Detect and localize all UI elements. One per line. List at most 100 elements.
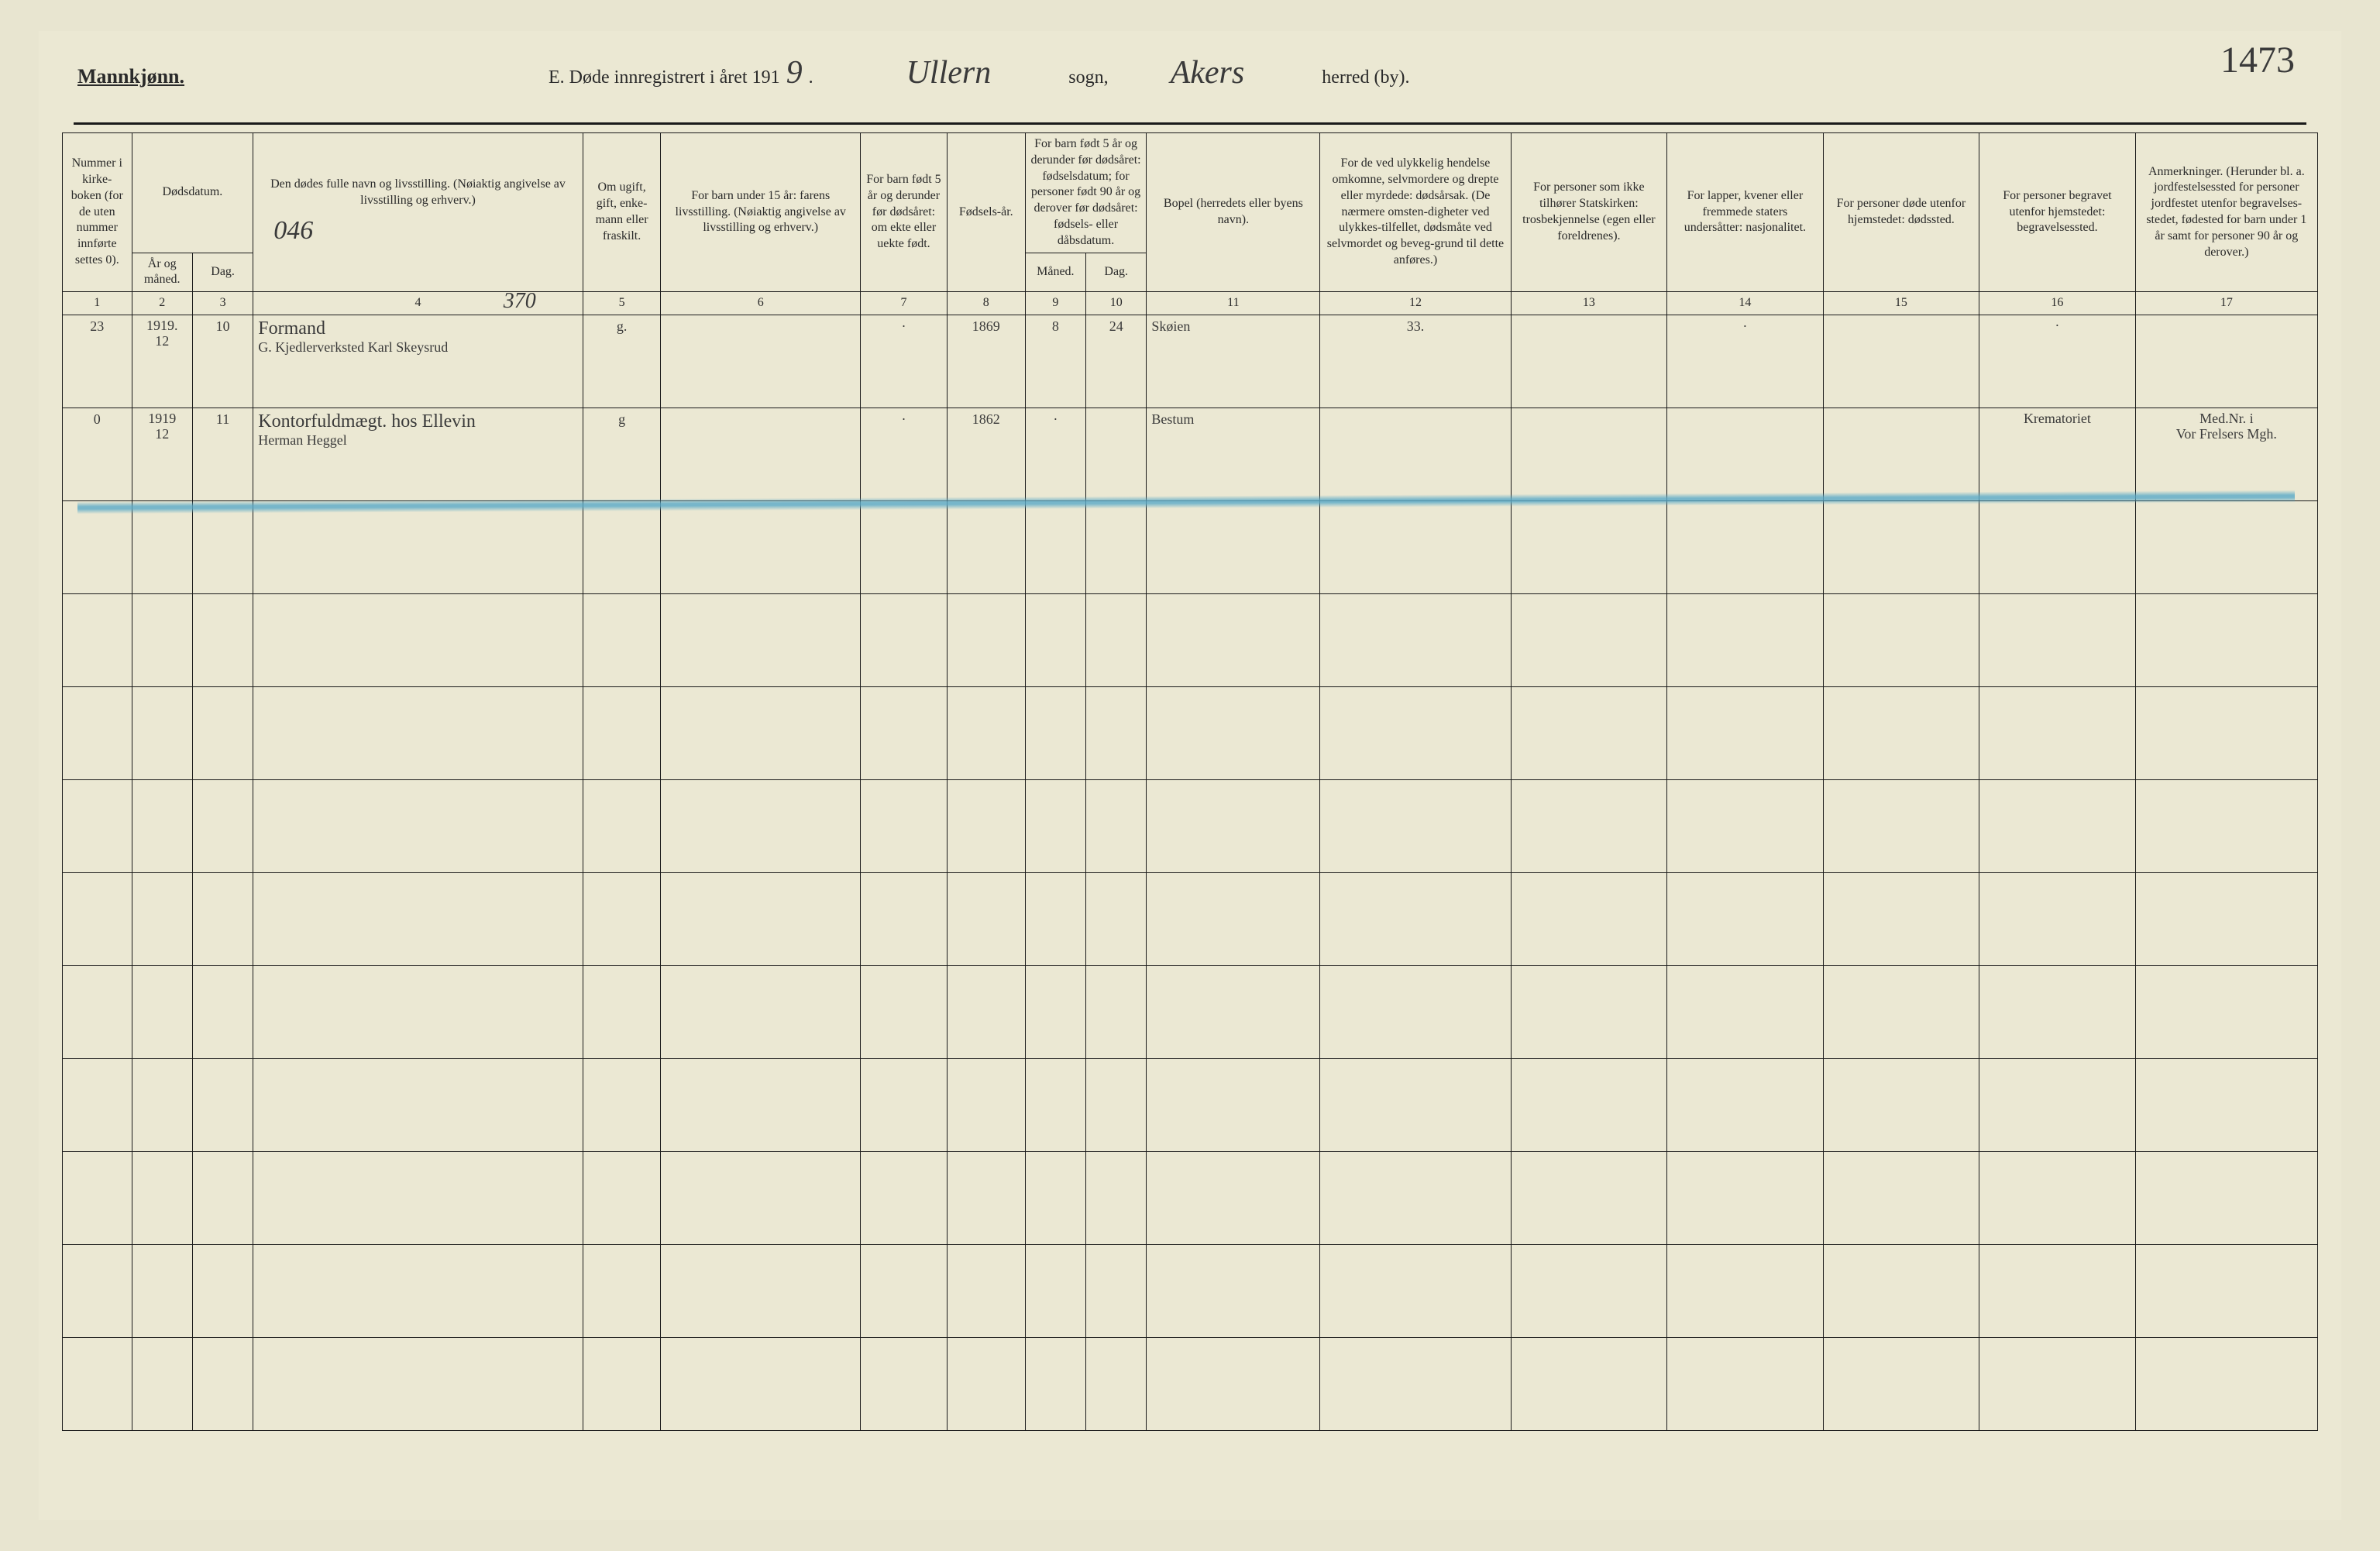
cell-empty	[1025, 593, 1085, 686]
cell-empty	[63, 593, 132, 686]
cell-empty	[1025, 1244, 1085, 1337]
cell-residence: Skøien	[1147, 315, 1320, 408]
colnum-15: 15	[1823, 292, 1979, 315]
gender-heading: Mannkjønn.	[77, 65, 184, 88]
cell-empty	[63, 1151, 132, 1244]
cell-empty	[583, 500, 661, 593]
cell-empty	[253, 1337, 583, 1430]
cell-empty	[1511, 965, 1667, 1058]
col-header-13: For personer som ikke tilhører Statskirk…	[1511, 133, 1667, 292]
cell-status: g.	[583, 315, 661, 408]
cell-empty	[1511, 872, 1667, 965]
cell-empty	[583, 686, 661, 779]
colnum-9: 9	[1025, 292, 1085, 315]
cell-empty	[583, 1151, 661, 1244]
col-header-17: Anmerkninger. (Herunder bl. a. jordfeste…	[2135, 133, 2317, 292]
col-header-7: For barn født 5 år og derunder før dødså…	[860, 133, 947, 292]
cell-empty	[583, 965, 661, 1058]
colnum-10: 10	[1086, 292, 1147, 315]
cell-empty	[1147, 593, 1320, 686]
cell-empty	[192, 872, 253, 965]
col-header-2b: Dag.	[192, 253, 253, 292]
cell-empty	[860, 779, 947, 872]
cell-12	[1320, 408, 1511, 500]
sogn-value: Ullern	[906, 54, 992, 91]
cell-empty	[1086, 965, 1147, 1058]
col-header-16: For personer begravet utenfor hjemstedet…	[1979, 133, 2136, 292]
colnum-14: 14	[1667, 292, 1824, 315]
cell-year-month: 1919.12	[132, 315, 192, 408]
cell-6	[661, 315, 861, 408]
cell-empty	[63, 1337, 132, 1430]
cell-empty	[1511, 1151, 1667, 1244]
cell-empty	[1025, 686, 1085, 779]
cell-empty	[132, 965, 192, 1058]
cell-empty	[1320, 965, 1511, 1058]
table-row	[63, 1337, 2318, 1430]
cell-6	[661, 408, 861, 500]
cell-empty	[947, 1244, 1025, 1337]
cell-empty	[1667, 965, 1824, 1058]
cell-empty	[1823, 1244, 1979, 1337]
cell-empty	[253, 779, 583, 872]
cell-empty	[1979, 1337, 2136, 1430]
cell-empty	[1667, 1244, 1824, 1337]
table-row	[63, 1244, 2318, 1337]
cell-empty	[661, 872, 861, 965]
cell-empty	[2135, 686, 2317, 779]
cell-empty	[1025, 1151, 1085, 1244]
cell-num: 0	[63, 408, 132, 500]
cell-birth-year: 1869	[947, 315, 1025, 408]
herred-value: Akers	[1171, 54, 1245, 91]
cell-empty	[1320, 779, 1511, 872]
cell-7: ·	[860, 408, 947, 500]
cell-empty	[1667, 686, 1824, 779]
table-row: 23 1919.12 10 FormandG. Kjedlerverksted …	[63, 315, 2318, 408]
cell-empty	[661, 779, 861, 872]
cell-empty	[860, 1151, 947, 1244]
table-row	[63, 965, 2318, 1058]
cell-empty	[1823, 872, 1979, 965]
title-period: .	[809, 67, 813, 88]
cell-empty	[1667, 779, 1824, 872]
cell-empty	[947, 965, 1025, 1058]
cell-empty	[253, 1058, 583, 1151]
cell-empty	[1086, 686, 1147, 779]
cell-empty	[1086, 779, 1147, 872]
table-body: 23 1919.12 10 FormandG. Kjedlerverksted …	[63, 315, 2318, 1430]
page-number: 1473	[2220, 39, 2295, 81]
cell-empty	[860, 500, 947, 593]
cell-residence: Bestum	[1147, 408, 1320, 500]
cell-empty	[2135, 1058, 2317, 1151]
cell-empty	[947, 872, 1025, 965]
cell-14: ·	[1667, 315, 1824, 408]
col-header-9-top: For barn født 5 år og derunder før dødså…	[1025, 133, 1147, 253]
cell-13	[1511, 408, 1667, 500]
cell-empty	[63, 965, 132, 1058]
table-row	[63, 686, 2318, 779]
cell-empty	[1320, 593, 1511, 686]
colnum-7: 7	[860, 292, 947, 315]
cell-empty	[1147, 1151, 1320, 1244]
col-header-9b: Dag.	[1086, 253, 1147, 292]
cell-empty	[63, 1058, 132, 1151]
table-row	[63, 1151, 2318, 1244]
cell-empty	[1667, 593, 1824, 686]
cell-empty	[1667, 1058, 1824, 1151]
cell-empty	[1086, 1337, 1147, 1430]
cell-7: ·	[860, 315, 947, 408]
colnum-5: 5	[583, 292, 661, 315]
cell-empty	[1320, 1244, 1511, 1337]
cell-empty	[1823, 779, 1979, 872]
cell-empty	[1086, 872, 1147, 965]
cell-empty	[661, 965, 861, 1058]
cell-empty	[253, 686, 583, 779]
cell-empty	[661, 593, 861, 686]
cell-empty	[1147, 965, 1320, 1058]
cell-empty	[132, 1151, 192, 1244]
cell-empty	[947, 500, 1025, 593]
cell-empty	[1025, 965, 1085, 1058]
colnum-13: 13	[1511, 292, 1667, 315]
cell-empty	[1823, 965, 1979, 1058]
cell-empty	[1320, 872, 1511, 965]
